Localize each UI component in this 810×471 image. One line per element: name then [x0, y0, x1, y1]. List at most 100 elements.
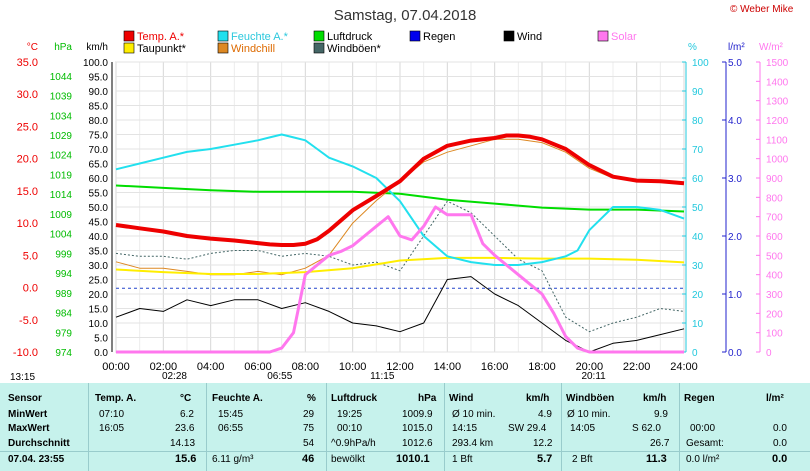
press-unit: hPa	[418, 393, 437, 404]
legend-label: Taupunkt*	[137, 43, 187, 55]
temp-tick-label: 15.0	[17, 186, 38, 198]
kmh-tick-label: 50.0	[89, 203, 109, 214]
hpa-axis-unit: hPa	[54, 42, 72, 53]
temp-tick-label: 30.0	[17, 89, 38, 101]
rain-max-value: 0.0	[773, 423, 787, 434]
solar-tick-label: 1300	[766, 97, 789, 108]
wind-unit: km/h	[526, 393, 550, 404]
hum-unit: %	[307, 393, 316, 404]
solar-tick-label: 0	[766, 348, 772, 359]
gust-header: Windböen	[566, 393, 615, 404]
x-tick-label: 14:00	[434, 361, 462, 373]
kmh-tick-label: 55.0	[89, 189, 109, 200]
pct-tick-label: 30	[692, 261, 704, 272]
legend-swatch	[313, 30, 325, 42]
pct-tick-label: 0	[692, 348, 698, 359]
kmh-tick-label: 30.0	[89, 261, 109, 272]
pct-tick-label: 60	[692, 174, 704, 185]
pct-tick-label: 10	[692, 319, 704, 330]
rain-max-time: 00:00	[690, 423, 716, 434]
hpa-tick-label: 999	[55, 249, 72, 260]
gust-bft: 2 Bft	[572, 454, 593, 465]
x-tick-label: 18:00	[528, 361, 556, 373]
kmh-tick-label: 45.0	[89, 218, 109, 229]
pct-tick-label: 70	[692, 145, 704, 156]
legend-label: Windböen*	[327, 43, 382, 55]
legend-label: Regen	[423, 31, 455, 43]
temp-tick-label: 5.0	[23, 250, 38, 262]
row-label-max: MaxWert	[8, 423, 50, 434]
rain-tick-label: 0.0	[728, 348, 742, 359]
temp-tick-label: -10.0	[13, 347, 38, 359]
kmh-tick-label: 85.0	[89, 102, 109, 113]
temp-tick-label: 20.0	[17, 154, 38, 166]
series-line-feuchtea	[115, 133, 685, 266]
press-max-time: 00:10	[337, 423, 363, 434]
kmh-tick-label: 95.0	[89, 73, 109, 84]
press-current: 1010.1	[396, 453, 430, 465]
rain-rate: 0.0 l/m²	[686, 454, 720, 465]
row-divider	[0, 451, 810, 452]
row-label-sensor: Sensor	[8, 393, 42, 404]
gust-avg10-label: Ø 10 min.	[567, 409, 611, 420]
legend-swatch	[503, 30, 515, 42]
rain-header: Regen	[684, 393, 715, 404]
temp-min-time: 07:10	[99, 409, 125, 420]
hum-header: Feuchte A.	[212, 393, 263, 404]
temp-tick-label: 25.0	[17, 121, 38, 133]
x-tick-label: 22:00	[623, 361, 651, 373]
solar-tick-label: 200	[766, 309, 783, 320]
row-label-min: MinWert	[8, 409, 48, 420]
kmh-tick-label: 25.0	[89, 276, 109, 287]
kmh-tick-label: 80.0	[89, 116, 109, 127]
rain-unit: l/m²	[766, 393, 784, 404]
hum-min-value: 29	[303, 409, 315, 420]
temp-unit: °C	[180, 393, 192, 404]
series-line-solar	[116, 205, 684, 354]
solar-tick-label: 600	[766, 232, 783, 243]
legend-swatch	[123, 42, 135, 54]
solar-tick-label: 400	[766, 271, 783, 282]
hum-avg: 54	[303, 438, 315, 449]
wind-max-time: 14:15	[452, 423, 478, 434]
kmh-tick-label: 90.0	[89, 87, 109, 98]
gust-max-value: S 62.0	[632, 423, 661, 434]
rain-tick-label: 3.0	[728, 174, 742, 185]
x-tick-label: 04:00	[197, 361, 225, 373]
sun-marker-label: 02:28	[162, 371, 187, 382]
pct-tick-label: 90	[692, 87, 704, 98]
kmh-tick-label: 60.0	[89, 174, 109, 185]
hpa-tick-label: 994	[55, 269, 72, 280]
pct-axis-unit: %	[688, 42, 697, 53]
row-label-current: 07.04. 23:55	[8, 454, 65, 465]
solar-tick-label: 1200	[766, 116, 789, 127]
kmh-tick-label: 20.0	[89, 290, 109, 301]
press-max-value: 1015.0	[402, 423, 433, 434]
stats-table: Sensor MinWert MaxWert Durchschnitt 07.0…	[0, 383, 810, 471]
hum-max-value: 75	[303, 423, 315, 434]
x-tick-label: 10:00	[339, 361, 367, 373]
series-line-windben	[115, 200, 685, 333]
pct-tick-label: 50	[692, 203, 704, 214]
legend-label: Feuchte A.*	[231, 31, 289, 43]
hpa-tick-label: 1019	[50, 170, 73, 181]
hpa-tick-label: 1044	[50, 72, 73, 83]
wind-current: 5.7	[537, 453, 553, 465]
temp-min-value: 6.2	[180, 409, 194, 420]
legend-label: Wind	[517, 31, 542, 43]
col-divider	[206, 383, 207, 471]
temp-current: 15.6	[175, 453, 197, 465]
x-tick-label: 20:00	[576, 361, 604, 373]
wind-header: Wind	[449, 393, 474, 404]
solar-tick-label: 800	[766, 193, 783, 204]
legend-label: Temp. A.*	[137, 31, 185, 43]
gust-max-time: 14:05	[570, 423, 596, 434]
legend-swatch	[217, 30, 229, 42]
x-tick-label: 24:00	[670, 361, 698, 373]
legend-swatch	[597, 30, 609, 42]
temp-axis-unit: °C	[27, 42, 38, 53]
rain-tick-label: 5.0	[728, 58, 742, 69]
hum-abs: 6.11 g/m³	[212, 454, 254, 465]
solar-tick-label: 900	[766, 174, 783, 185]
solar-tick-label: 700	[766, 213, 783, 224]
